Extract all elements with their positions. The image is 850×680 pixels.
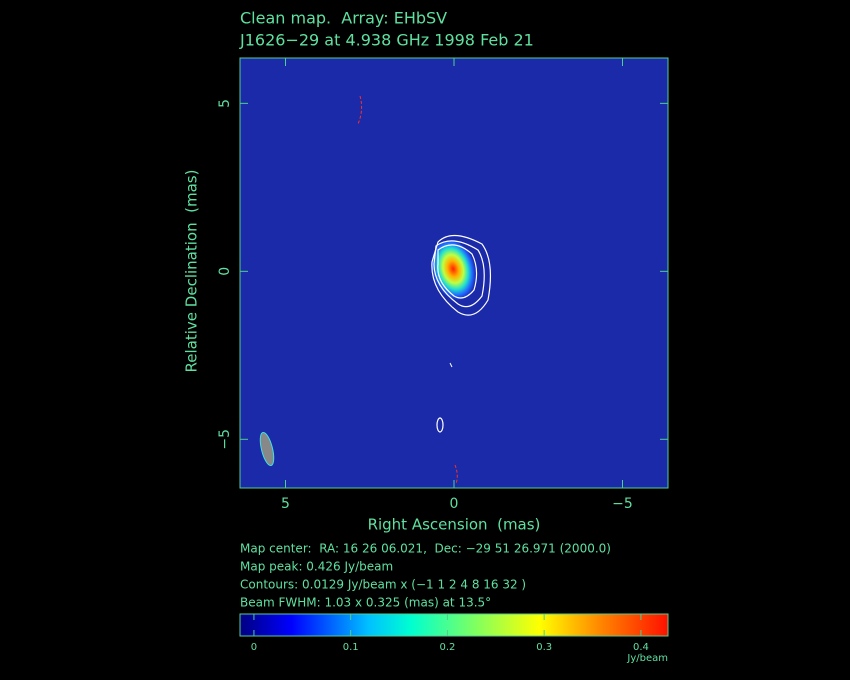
y-tick-label: 0 xyxy=(217,267,233,276)
negative-contour xyxy=(357,95,363,125)
contour xyxy=(449,362,453,368)
chart-subtitle: J1626−29 at 4.938 GHz 1998 Feb 21 xyxy=(239,31,534,50)
source xyxy=(431,240,477,304)
map-info: Map peak: 0.426 Jy/beam xyxy=(240,560,393,574)
map-info: Map center: RA: 16 26 06.021, Dec: −29 5… xyxy=(240,542,611,556)
beam xyxy=(259,431,275,467)
map xyxy=(239,57,669,489)
contour xyxy=(437,244,478,299)
colorbar-frame xyxy=(239,613,669,637)
x-tick-label: 0 xyxy=(450,496,459,512)
colorbar-label: Jy/beam xyxy=(626,653,668,664)
x-tick-label: −5 xyxy=(612,496,633,512)
y-tick-label: −5 xyxy=(217,429,233,450)
map-info: Contours: 0.0129 Jy/beam x (−1 1 2 4 8 1… xyxy=(240,578,526,592)
colorbar-tick-label: 0 xyxy=(251,642,257,653)
colorbar-tick-label: 0.3 xyxy=(536,642,552,653)
map-info: Beam FWHM: 1.03 x 0.325 (mas) at 13.5° xyxy=(240,596,491,610)
x-axis-label: Right Ascension (mas) xyxy=(368,516,541,534)
x-tick-label: 5 xyxy=(281,496,290,512)
negative-contour xyxy=(454,464,458,485)
y-axis-label: Relative Declination (mas) xyxy=(183,170,201,373)
contour xyxy=(436,417,444,433)
colorbar xyxy=(240,614,668,636)
colorbar-tick-label: 0.2 xyxy=(439,642,455,653)
contour xyxy=(431,234,492,316)
colorbar-tick-label: 0.4 xyxy=(633,642,649,653)
chart-title: Clean map. Array: EHbSV xyxy=(240,9,447,28)
y-tick-label: 5 xyxy=(217,99,233,108)
colorbar-tick-label: 0.1 xyxy=(343,642,359,653)
contour xyxy=(433,240,485,308)
